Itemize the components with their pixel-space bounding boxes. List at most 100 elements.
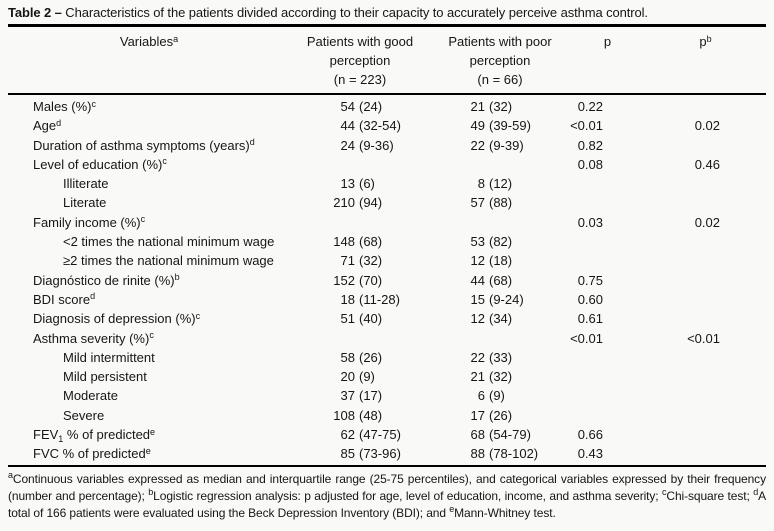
table-row: Moderate 37 (17) 6 (9) <box>8 386 766 405</box>
good-perception-value-number: 148 <box>333 234 355 250</box>
top-rule <box>8 24 766 27</box>
poor-perception-value-parenthetical: (12) <box>489 176 513 192</box>
row-label: Severe <box>8 406 290 425</box>
column-header-p: p <box>570 32 645 89</box>
p-adjusted-value: 0.02 <box>694 214 720 230</box>
table-row: Level of education (%)c 0.08 0.46 <box>8 155 766 174</box>
p-adjusted-value <box>645 406 766 425</box>
footnote-marker: b <box>148 487 154 498</box>
row-label-text: <2 times the national minimum wage <box>63 234 275 250</box>
p-adjusted-value <box>645 367 766 386</box>
poor-perception-value-number: 12 <box>470 311 485 327</box>
row-label-text: Males (%) <box>33 99 92 114</box>
poor-perception-value-parenthetical: (82) <box>489 234 513 250</box>
footnote-text: A total of 166 patients were evaluated u… <box>8 488 767 520</box>
row-label: BDI scored <box>8 290 290 309</box>
good-perception-value-number: 44 <box>340 118 355 134</box>
variables-footnote-marker: a <box>173 33 179 44</box>
table-row: Asthma severity (%)c <0.01 <0.01 <box>8 329 766 348</box>
poor-perception-value: 12 (18) <box>430 251 570 270</box>
footnote-text: Logistic regression analysis: p adjusted… <box>153 488 662 503</box>
row-label: FEV1 % of predictede <box>8 425 290 444</box>
good-perception-value-parenthetical: (47-75) <box>359 427 401 443</box>
poor-perception-value: 57 (88) <box>430 193 570 212</box>
poor-perception-value: 21 (32) <box>430 367 570 386</box>
row-footnote-marker: d <box>90 291 96 302</box>
good-perception-value-number: 51 <box>340 311 355 327</box>
poor-perception-value-parenthetical: (54-79) <box>489 427 531 443</box>
table-row: FVC % of predictede 85 (73-96) 88 (78-102) 0.… <box>8 444 766 463</box>
column-header-variables: Variablesa <box>8 32 290 89</box>
poor-perception-value-parenthetical: (9-39) <box>489 137 524 153</box>
row-label-text: FVC % of predicted <box>33 446 146 462</box>
row-label-text: Duration of asthma symptoms (years) <box>33 137 250 153</box>
row-label: Mild persistent <box>8 367 290 386</box>
good-perception-value-number: 24 <box>340 137 355 153</box>
poor-perception-value-number: 22 <box>470 349 485 365</box>
good-perception-value: 44 (32-54) <box>290 116 430 135</box>
p-value: 0.66 <box>577 427 603 443</box>
poor-perception-value <box>430 213 570 232</box>
poor-perception-value: 22 (9-39) <box>430 136 570 155</box>
pb-header-text: p <box>699 34 707 49</box>
table-caption: Characteristics of the patients divided … <box>65 5 648 20</box>
row-label: Level of education (%)c <box>8 155 290 174</box>
poor-perception-value: 6 (9) <box>430 386 570 405</box>
p-adjusted-value <box>645 136 766 155</box>
table-row: Aged 44 (32-54) 49 (39-59) <0.01 0.02 <box>8 116 766 135</box>
row-label-text: Mild intermittent <box>63 349 155 365</box>
row-label: <2 times the national minimum wage <box>8 232 290 251</box>
table-row: Males (%)c 54 (24) 21 (32) 0.22 <box>8 97 766 116</box>
p-value: <0.01 <box>570 330 603 346</box>
p-value <box>570 232 645 251</box>
p-adjusted-value <box>645 290 766 309</box>
poor-perception-value: 88 (78-102) <box>430 444 570 463</box>
footnote-marker: e <box>449 504 455 515</box>
good-perception-value <box>290 213 430 232</box>
good-perception-value: 152 (70) <box>290 271 430 290</box>
good-perception-value-parenthetical: (6) <box>359 176 375 192</box>
pb-footnote-marker: b <box>706 33 712 44</box>
good-perception-value-parenthetical: (9) <box>359 369 375 385</box>
good-perception-value: 54 (24) <box>290 97 430 116</box>
good-perception-value-parenthetical: (9-36) <box>359 137 394 153</box>
row-footnote-marker: d <box>56 117 62 128</box>
poor-header-line2: perception <box>469 53 531 68</box>
good-header-n: (n = 223) <box>333 72 387 87</box>
table-body: Males (%)c 54 (24) 21 (32) 0.22 Aged 44 (32-54) 4… <box>8 95 766 464</box>
poor-perception-value-number: 6 <box>477 388 485 404</box>
row-label-text: Mild persistent <box>63 369 147 385</box>
row-label: Aged <box>8 116 290 135</box>
footnote-text: Continuous variables expressed as median… <box>8 471 766 503</box>
row-label: Duration of asthma symptoms (years)d <box>8 136 290 155</box>
row-label: Illiterate <box>8 174 290 193</box>
poor-perception-value: 22 (33) <box>430 348 570 367</box>
footnote-text: Mann-Whitney test. <box>454 505 556 520</box>
p-adjusted-value <box>645 425 766 444</box>
poor-perception-value: 12 (34) <box>430 309 570 328</box>
table-header-row: Variablesa Patients with good perception… <box>8 27 766 95</box>
poor-perception-value-number: 53 <box>470 234 485 250</box>
row-footnote-marker: c <box>162 156 167 167</box>
p-adjusted-value <box>645 348 766 367</box>
row-label-subscript: 1 <box>58 434 64 445</box>
p-value: 0.03 <box>577 214 603 230</box>
row-label-text: Diagnóstico de rinite (%) <box>33 272 175 288</box>
row-label-text: Moderate <box>63 388 118 404</box>
p-adjusted-value <box>645 251 766 270</box>
good-perception-value-parenthetical: (32) <box>359 253 383 269</box>
row-label: Asthma severity (%)c <box>8 329 290 348</box>
table-row: Illiterate 13 (6) 8 (12) <box>8 174 766 193</box>
row-label-text: BDI score <box>33 291 91 307</box>
poor-perception-value <box>430 155 570 174</box>
good-perception-value: 210 (94) <box>290 193 430 212</box>
poor-perception-value-number: 44 <box>470 272 485 288</box>
poor-perception-value-number: 15 <box>470 291 485 307</box>
row-label: Literate <box>8 193 290 212</box>
poor-perception-value-number <box>430 213 485 232</box>
row-label-text: Literate <box>63 195 107 211</box>
row-label: Diagnosis of depression (%)c <box>8 309 290 328</box>
row-footnote-marker: c <box>149 330 154 341</box>
p-adjusted-value <box>645 444 766 463</box>
row-label: Diagnóstico de rinite (%)b <box>8 271 290 290</box>
